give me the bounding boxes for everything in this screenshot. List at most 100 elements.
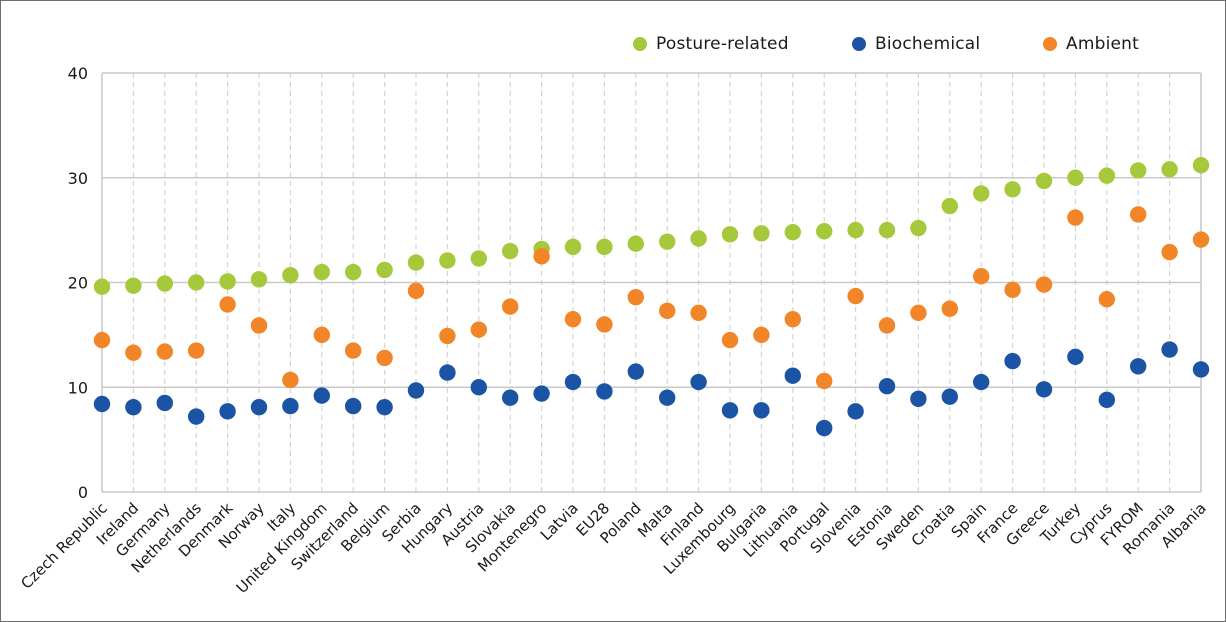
data-point-biochemical <box>125 398 142 416</box>
data-point-posture-related <box>910 219 927 237</box>
data-point-posture-related <box>941 197 958 215</box>
data-point-posture-related <box>847 221 864 239</box>
data-point-biochemical <box>345 397 362 415</box>
data-point-ambient <box>470 321 487 338</box>
data-point-posture-related <box>721 226 739 243</box>
data-point-biochemical <box>973 373 990 391</box>
ambient-series-dot-icon <box>1043 37 1057 51</box>
data-point-posture-related <box>690 230 707 247</box>
data-point-ambient <box>250 317 268 334</box>
y-tick-label: 10 <box>68 378 88 397</box>
data-point-ambient <box>659 302 676 319</box>
data-point-ambient <box>627 288 644 306</box>
data-point-ambient <box>973 268 990 285</box>
data-point-biochemical <box>1004 352 1021 370</box>
data-point-ambient <box>564 310 582 328</box>
data-point-ambient <box>439 327 456 345</box>
data-point-biochemical <box>753 402 770 419</box>
data-point-ambient <box>721 331 739 349</box>
legend-label-ambient: Ambient <box>1066 34 1140 54</box>
data-point-biochemical <box>690 373 707 391</box>
data-point-ambient <box>282 371 299 389</box>
data-point-ambient <box>690 304 707 322</box>
data-point-ambient <box>188 342 205 359</box>
data-point-biochemical <box>596 383 613 400</box>
data-point-posture-related <box>596 238 613 256</box>
legend-item-ambient: Ambient <box>1043 34 1139 54</box>
data-point-posture-related <box>407 254 425 271</box>
data-point-posture-related <box>816 222 833 240</box>
data-point-biochemical <box>910 390 927 407</box>
data-point-biochemical <box>407 382 425 399</box>
posture-related-series-dot-icon <box>633 37 647 51</box>
data-point-posture-related <box>470 250 487 267</box>
data-point-posture-related <box>502 242 519 260</box>
data-point-ambient <box>502 298 519 315</box>
data-point-ambient <box>753 326 770 344</box>
data-point-biochemical <box>439 364 456 381</box>
data-point-ambient <box>376 349 393 367</box>
data-point-ambient <box>407 282 425 300</box>
data-point-biochemical <box>376 398 393 416</box>
data-point-posture-related <box>1004 181 1021 198</box>
data-point-biochemical <box>1130 358 1147 375</box>
data-point-biochemical <box>219 403 236 420</box>
data-point-ambient <box>93 331 111 349</box>
data-point-posture-related <box>439 252 456 269</box>
data-point-posture-related <box>1130 162 1147 179</box>
data-point-ambient <box>1035 276 1053 293</box>
data-point-posture-related <box>125 277 142 294</box>
data-point-biochemical <box>250 398 268 416</box>
data-point-ambient <box>878 317 896 334</box>
data-point-posture-related <box>1035 172 1053 190</box>
data-point-posture-related <box>627 235 644 252</box>
y-tick-label: 20 <box>68 274 88 293</box>
data-point-posture-related <box>1067 169 1084 186</box>
data-point-biochemical <box>93 395 111 413</box>
data-point-posture-related <box>93 278 111 295</box>
data-point-posture-related <box>219 273 236 290</box>
y-tick-label: 40 <box>68 64 88 83</box>
data-point-biochemical <box>847 403 864 420</box>
data-point-biochemical <box>313 387 330 404</box>
data-point-biochemical <box>533 385 550 402</box>
x-axis-label: Czech Republic <box>17 499 110 592</box>
data-point-posture-related <box>188 274 205 291</box>
data-point-biochemical <box>1161 341 1178 358</box>
data-point-ambient <box>784 310 801 328</box>
biochemical-series-dot-icon <box>852 37 866 51</box>
data-point-posture-related <box>564 238 582 256</box>
data-point-biochemical <box>188 408 205 425</box>
data-point-ambient <box>596 316 613 333</box>
y-tick-label: 0 <box>78 483 88 502</box>
data-point-posture-related <box>313 263 330 281</box>
data-point-posture-related <box>973 185 990 202</box>
y-tick-label: 30 <box>68 169 88 188</box>
data-point-ambient <box>1067 209 1084 226</box>
data-point-biochemical <box>502 389 519 406</box>
data-point-posture-related <box>878 221 896 239</box>
data-point-posture-related <box>376 261 393 279</box>
data-point-ambient <box>910 304 927 322</box>
legend-label-biochemical: Biochemical <box>875 34 981 54</box>
data-point-ambient <box>847 287 864 305</box>
data-point-ambient <box>1098 291 1116 308</box>
data-point-ambient <box>1161 243 1178 261</box>
data-point-ambient <box>156 343 173 360</box>
data-point-biochemical <box>156 394 173 412</box>
data-point-posture-related <box>250 271 268 288</box>
data-point-biochemical <box>1192 361 1210 378</box>
data-point-ambient <box>533 248 550 265</box>
data-point-biochemical <box>941 388 958 405</box>
data-point-posture-related <box>345 263 362 281</box>
data-point-biochemical <box>1035 381 1053 398</box>
data-point-posture-related <box>282 266 299 284</box>
data-point-posture-related <box>784 224 801 241</box>
data-point-biochemical <box>282 397 299 415</box>
data-point-ambient <box>816 372 833 390</box>
data-point-ambient <box>345 342 362 359</box>
legend-item-posture-related: Posture-related <box>633 34 789 54</box>
data-point-biochemical <box>1067 348 1084 366</box>
